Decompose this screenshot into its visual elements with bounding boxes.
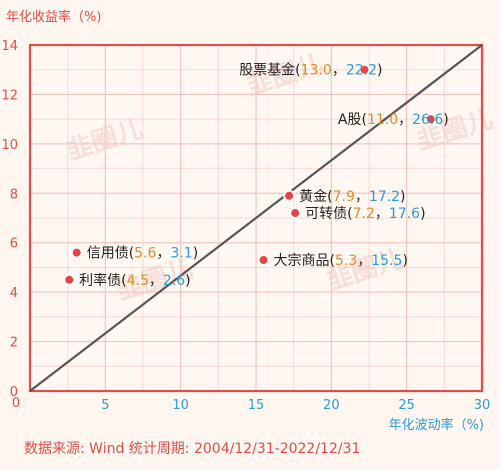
data-point-label: 可转债(7.2，17.6) [305,206,425,222]
y-axis-title: 年化收益率（%) [6,10,102,25]
label-segment: 利率债( [79,272,126,289]
label-segment: ) [377,63,382,79]
data-source-note: 数据来源: Wind 统计周期: 2004/12/31-2022/12/31 [24,441,361,457]
y-tick-label: 4 [10,286,18,301]
data-point-label: 信用债(5.6，3.1) [87,246,198,262]
diagonal-line [29,44,483,392]
data-point [259,256,268,265]
label-segment: ) [402,253,407,269]
label-segment: 股票基金( [239,62,300,79]
label-segment: ， [149,273,163,289]
label-segment: ) [400,189,405,205]
label-segment: 26.6 [412,112,443,128]
label-segment: 信用债( [87,246,134,262]
label-segment: 13.0 [301,63,332,79]
y-tick-label: 6 [10,237,18,252]
label-segment: 3.1 [170,246,192,262]
x-tick-label: 5 [101,398,109,413]
y-tick-label: 14 [1,39,18,54]
label-segment: 2.6 [163,273,185,289]
label-segment: A股( [338,112,367,128]
label-segment: ， [398,112,412,128]
y-tick-label: 8 [10,187,18,202]
label-segment: 大宗商品( [274,253,335,269]
label-segment: ， [357,253,371,269]
data-point [65,275,74,284]
label-segment: 5.6 [134,246,156,262]
x-axis-title: 年化波动率（%) [388,418,484,433]
label-segment: 可转债( [305,206,352,222]
x-tick-label: 20 [323,398,340,413]
label-segment: ， [332,63,346,79]
label-segment: 黄金( [299,188,332,205]
data-point [72,248,81,257]
x-tick-label: 15 [248,398,265,413]
label-segment: 11.0 [367,112,398,128]
label-segment: ) [185,273,190,289]
label-segment: 4.5 [127,273,149,289]
label-segment: 5.3 [335,253,357,269]
data-point [360,65,369,74]
y-tick-label: 0 [10,385,18,400]
data-point [426,115,435,124]
y-tick-label: 12 [1,88,18,103]
label-segment: ) [193,246,198,262]
label-segment: ， [355,189,369,205]
x-tick-label: 25 [398,398,415,413]
data-point [291,209,300,218]
x-tick-label: 30 [474,398,491,413]
label-segment: 17.2 [369,189,400,205]
data-point [285,191,294,200]
plot-frame [28,43,484,393]
label-segment: 17.6 [389,206,420,222]
x-tick-label: 10 [172,398,189,413]
label-segment: 7.2 [353,206,375,222]
label-segment: 7.9 [333,189,355,205]
label-segment: ) [443,112,448,128]
data-point-label: A股(11.0，26.6) [338,112,449,128]
x-tick-label: 0 [12,396,20,411]
label-segment: ) [420,206,425,222]
label-segment: ， [375,206,389,222]
data-point-label: 股票基金(13.0，22.2) [239,62,382,79]
y-tick-label: 10 [1,138,18,153]
data-point-label: 大宗商品(5.3，15.5) [274,253,408,269]
data-point-label: 利率债(4.5，2.6) [79,272,190,289]
label-segment: 22.2 [346,63,377,79]
data-point-label: 黄金(7.9，17.2) [299,188,405,205]
label-segment: ， [156,246,170,262]
y-tick-label: 2 [10,336,18,351]
label-segment: 15.5 [371,253,402,269]
